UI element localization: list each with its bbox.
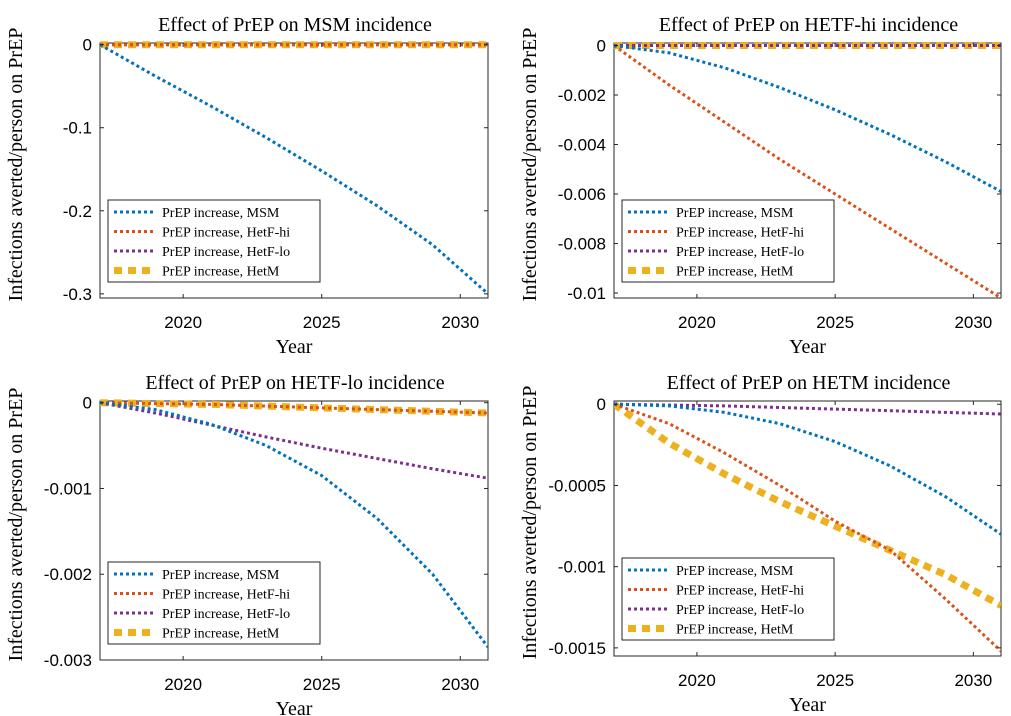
subplot-msm: 2020 2025 2030 0 -0.1 -0.2 -0.3 Effect of PrEP … [5,14,489,358]
y-tick-label: -0.01 [567,284,606,303]
legend-entry: PrEP increase, HetF-lo [676,603,804,618]
y-tick-label: -0.2 [63,202,92,221]
series-group [614,42,1001,300]
series-line-prep-increase-msm [100,401,488,649]
chart-title: Effect of PrEP on HETF-lo incidence [145,372,444,394]
series-line-prep-increase-hetf-lo [614,402,1001,416]
series-group [614,401,1001,653]
y-tick-label: 0 [83,394,92,413]
series-line-prep-increase-msm [614,44,1001,193]
series-line-prep-increase-hetf-lo [100,401,488,480]
legend: PrEP increase, MSM PrEP increase, HetF-hi… [621,557,835,641]
y-tick-label: -0.3 [63,285,92,304]
x-axis-label: Year [276,698,313,716]
y-tick-label: 0 [597,395,606,414]
x-axis-label: Year [789,336,826,358]
x-tick-label: 2020 [164,675,202,694]
legend-entry: PrEP increase, MSM [162,206,280,221]
legend-entry: PrEP increase, MSM [676,564,794,579]
legend-entry: PrEP increase, HetM [676,623,794,638]
series-group [100,399,488,649]
legend: PrEP increase, MSM PrEP increase, HetF-hi… [107,199,321,283]
x-tick-label: 2020 [678,313,716,332]
y-tick-label: -0.001 [44,479,92,498]
y-axis-label: Infections averted/person on PrEP [519,28,541,302]
y-axis-label: Infections averted/person on PrEP [519,386,541,660]
x-tick-label: 2030 [954,671,992,690]
y-tick-label: 0 [83,36,92,55]
subplot-hetm: 2020 2025 2030 0 -0.0005 -0.001 -0.0015 Effect … [519,372,1002,716]
legend-entry: PrEP increase, MSM [676,206,794,221]
series-group [100,41,488,295]
legend-entry: PrEP increase, HetF-hi [676,226,804,241]
series-line-prep-increase-msm [100,43,488,295]
x-tick-label: 2025 [816,313,854,332]
y-tick-label: -0.0015 [548,639,606,658]
y-axis-label: Infections averted/person on PrEP [5,28,27,302]
chart-title: Effect of PrEP on HETF-hi incidence [659,14,958,36]
legend-entry: PrEP increase, MSM [162,568,280,583]
subplot-hetf-lo: 2020 2025 2030 0 -0.001 -0.002 -0.003 Effect of… [5,372,489,716]
x-tick-label: 2025 [303,675,341,694]
x-tick-label: 2030 [441,313,479,332]
y-tick-label: -0.002 [44,565,92,584]
series-line-prep-increase-hetf-hi [614,402,1001,653]
chart-title: Effect of PrEP on HETM incidence [667,372,951,394]
y-tick-label: -0.001 [558,558,606,577]
y-tick-label: 0 [597,36,606,55]
y-tick-label: -0.0005 [548,476,606,495]
y-tick-label: -0.006 [558,185,606,204]
x-tick-label: 2025 [816,671,854,690]
x-tick-label: 2020 [164,313,202,332]
chart-title: Effect of PrEP on MSM incidence [158,14,432,36]
legend-entry: PrEP increase, HetM [162,265,280,280]
series-line-prep-increase-hetf-hi [100,401,488,415]
legend: PrEP increase, MSM PrEP increase, HetF-hi… [621,199,835,283]
x-axis-label: Year [276,336,313,358]
y-tick-label: -0.1 [63,119,92,138]
legend-entry: PrEP increase, HetF-lo [676,245,804,260]
series-line-prep-increase-hetf-hi [614,44,1001,300]
legend-entry: PrEP increase, HetM [162,627,280,642]
x-tick-label: 2030 [954,313,992,332]
series-line-prep-increase-hetm [100,399,488,417]
subplot-hetf-hi: 2020 2025 2030 0 -0.002 -0.004 -0.006 -0.008 -0.… [519,14,1002,358]
series-line-prep-increase-msm [614,402,1001,536]
legend-entry: PrEP increase, HetF-hi [162,588,290,603]
legend-entry: PrEP increase, HetF-lo [162,607,290,622]
x-tick-label: 2025 [303,313,341,332]
legend-entry: PrEP increase, HetF-hi [676,584,804,599]
x-tick-label: 2020 [678,671,716,690]
y-tick-label: -0.008 [558,235,606,254]
legend: PrEP increase, MSM PrEP increase, HetF-hi… [107,561,321,645]
y-tick-label: -0.003 [44,651,92,670]
y-tick-label: -0.002 [558,86,606,105]
legend-entry: PrEP increase, HetF-lo [162,245,290,260]
x-axis-label: Year [789,694,826,716]
y-axis-label: Infections averted/person on PrEP [5,388,27,662]
legend-entry: PrEP increase, HetF-hi [162,226,290,241]
legend-entry: PrEP increase, HetM [676,265,794,280]
x-tick-label: 2030 [441,675,479,694]
y-tick-label: -0.004 [558,136,606,155]
